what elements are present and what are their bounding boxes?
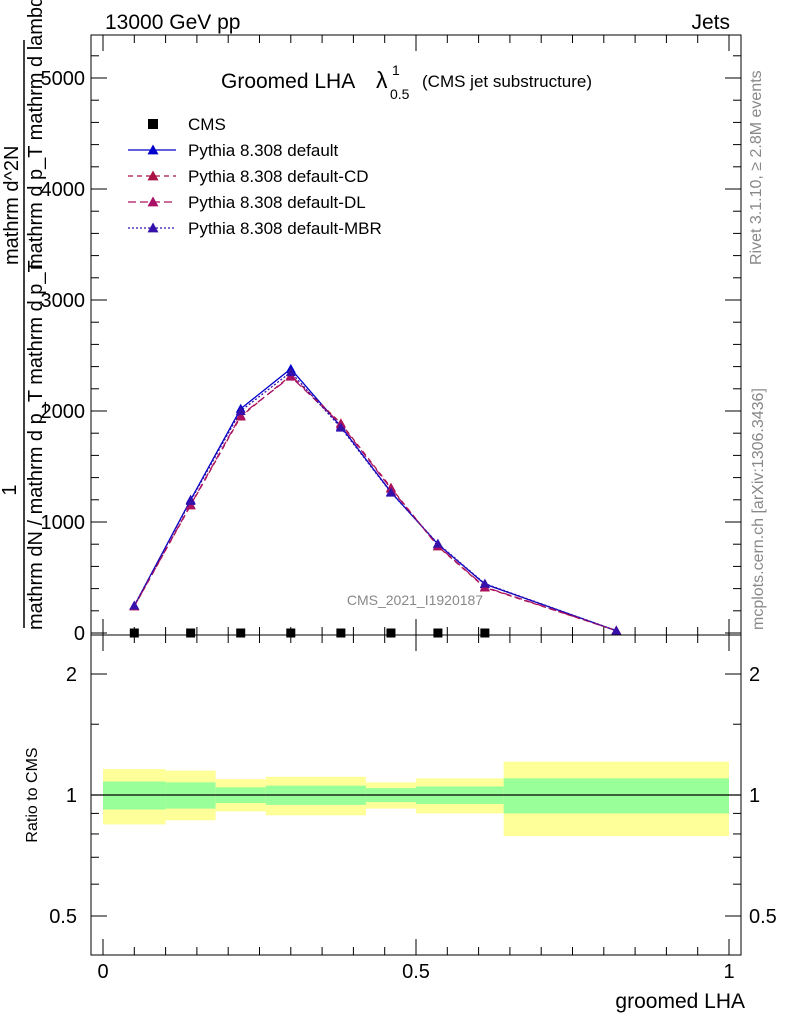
cms-point [186,628,196,638]
series-marker [285,367,296,377]
main-ytick-label: 0 [74,623,85,645]
ratio-ytick-label-right: 2 [749,664,760,686]
mcplots-label: mcplots.cern.ch [arXiv:1306.3436] [750,388,767,630]
legend-marker [147,170,159,181]
legend-marker [147,196,159,207]
series-marker [385,487,396,497]
x-axis-label: groomed LHA [615,990,745,1013]
series-marker [335,422,346,432]
ratio-plot-frame [90,634,742,956]
title-sub: 0.5 [390,86,410,102]
cms-point [236,628,246,638]
title-paren: (CMS jet substructure) [422,72,592,91]
ylabel-denominator: mathrm dN / mathrm d p_T mathrm d p_T [25,260,47,630]
legend-label: Pythia 8.308 default-CD [188,167,369,186]
ylabel-numerator: mathrm d^2N [1,146,23,265]
main-ytick-label: 1000 [41,512,86,534]
cms-point [480,628,490,638]
title-lambda: λ [376,67,388,93]
ratio-ytick-label: 0.5 [49,906,77,928]
ratio-ytick-label: 1 [66,785,77,807]
ratio-ytick-label-right: 1 [749,785,760,807]
plot-title: Groomed LHA λ 1 0.5 (CMS jet substructur… [221,62,592,102]
ratio-ytick-label-right: 0.5 [749,906,777,928]
ratio-y-axis-label: Ratio to CMS [24,747,41,842]
ratio-bands [91,761,741,837]
ylabel-numerator-denominator: mathrm d p_T mathrm d lambda [25,0,47,270]
legend-label: Pythia 8.308 default-DL [188,193,366,212]
series-marker [129,600,140,610]
ratio-ticks: 0.5 0.5 1 1 2 2 0 0.5 1 [49,635,777,983]
ratio-xtick-label: 0.5 [402,961,430,983]
main-y-axis-label: 1 mathrm dN / mathrm d p_T mathrm d p_Tma… [0,0,47,630]
series-marker [479,578,490,588]
cms-point [129,628,139,638]
legend-marker-cms [148,119,158,129]
header-left: 13000 GeV pp [105,11,240,34]
cms-point [336,628,346,638]
cms-point [433,628,443,638]
series-marker [611,625,622,635]
ratio-xtick-label: 0 [97,961,108,983]
legend: CMS Pythia 8.308 default Pythia 8.308 defa… [128,115,382,238]
ylabel-factor: 1 [0,484,21,495]
main-ytick-label: 5000 [41,68,86,90]
ratio-xtick-label: 1 [723,961,734,983]
analysis-watermark: CMS_2021_I1920187 [347,592,483,608]
series-line [133,371,617,632]
legend-marker [147,222,159,233]
legend-label: Pythia 8.308 default-MBR [188,219,382,238]
series-marker [432,538,443,548]
legend-marker [147,144,159,155]
legend-label: CMS [188,115,226,134]
series-marker [185,495,196,505]
cms-point [386,628,396,638]
cms-point [286,628,296,638]
ratio-ytick-label: 2 [66,664,77,686]
main-ytick-label: 3000 [41,290,86,312]
main-ytick-label: 2000 [41,401,86,423]
title-main: Groomed LHA [221,70,355,93]
rivet-label: Rivet 3.1.10, ≥ 2.8M events [748,70,765,265]
legend-label: Pythia 8.308 default [188,141,339,160]
main-series [129,363,622,638]
header-right: Jets [691,11,730,34]
main-y-ticks: 0 1000 2000 3000 4000 5000 [41,35,741,645]
main-ytick-label: 4000 [41,179,86,201]
series-marker [235,406,246,415]
ratio-band-green [503,778,729,814]
title-sup: 1 [392,62,400,78]
